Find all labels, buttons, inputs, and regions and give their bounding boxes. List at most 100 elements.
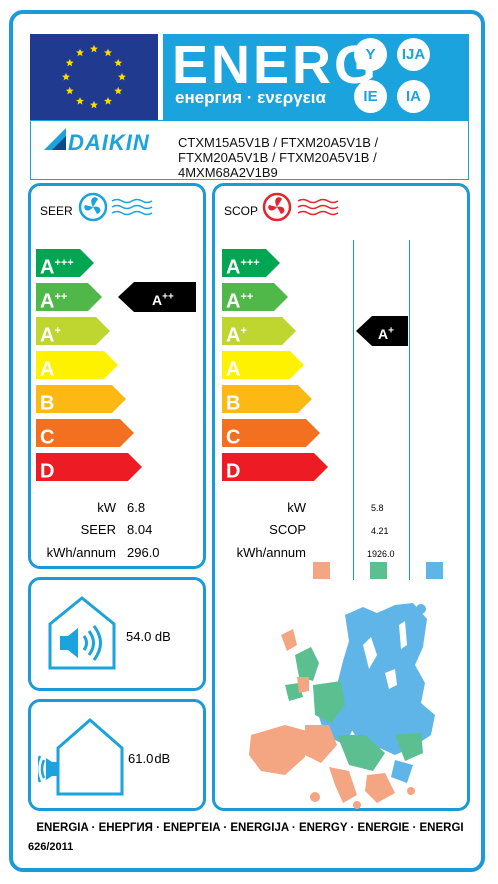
class-arrow-tip-icon	[96, 317, 110, 345]
lang-suffix-y: Y	[354, 38, 387, 71]
footer-languages: ENERGIA · ЕНЕРГИЯ · ENEPΓEIA · ENERGIJA …	[36, 822, 464, 834]
indoor-noise-value: 54.0 dB	[126, 629, 171, 644]
heating-class-label: A+	[222, 317, 282, 347]
eu-star-icon	[76, 48, 84, 57]
class-plus: ++	[240, 291, 254, 303]
zone-warm-swatch	[313, 562, 330, 579]
daikin-logo-icon	[44, 128, 66, 150]
class-arrow-tip-icon	[306, 419, 320, 447]
class-letter: B	[40, 392, 55, 415]
cooling-rating-sup: ++	[162, 291, 174, 302]
outdoor-noise-value: 61.0dB	[128, 751, 170, 766]
heating-class-bar: D	[222, 453, 328, 483]
class-arrow-tip-icon	[88, 283, 102, 311]
model-list: CTXM15A5V1B / FTXM20A5V1B / FTXM20A5V1B …	[178, 135, 448, 180]
lang-suffix-ia: IA	[397, 80, 430, 113]
eu-star-icon	[62, 72, 70, 81]
heating-class-label: A+++	[222, 249, 266, 279]
indoor-noise-panel	[28, 577, 206, 691]
class-arrow-tip-icon	[274, 283, 288, 311]
class-letter: C	[226, 426, 241, 449]
class-letter: A	[40, 290, 55, 313]
heating-class-bar: A++	[222, 283, 288, 313]
cooling-class-label: B	[36, 385, 112, 415]
zone-cold-swatch	[426, 562, 443, 579]
cooling-rating-base: A	[152, 291, 163, 308]
cooling-class-bar: A	[36, 351, 118, 381]
model-line: FTXM20A5V1B / FTXM20A5V1B /	[178, 150, 377, 165]
eu-stars-icon	[62, 44, 126, 109]
cooling-class-label: C	[36, 419, 120, 449]
cooling-class-label: A+++	[36, 249, 80, 279]
lang-suffix-ija: IJA	[397, 38, 430, 71]
heating-class-bar: C	[222, 419, 320, 449]
arrow-tip-icon	[356, 316, 372, 346]
class-arrow-tip-icon	[282, 317, 296, 345]
outdoor-noise-unit: dB	[154, 751, 171, 766]
cool-kw-value: 6.8	[127, 500, 146, 515]
cooling-class-bar: A+	[36, 317, 110, 347]
class-arrow-tip-icon	[112, 385, 126, 413]
class-arrow-tip-icon	[128, 453, 142, 481]
heating-class-label: A	[222, 351, 290, 381]
zone-divider	[409, 240, 410, 580]
class-letter: A	[40, 358, 55, 381]
heating-class-label: B	[222, 385, 298, 415]
class-letter: A	[226, 324, 241, 347]
model-line: CTXM15A5V1B / FTXM20A5V1B /	[178, 135, 379, 150]
heating-fan-icon	[262, 192, 339, 222]
heating-class-bar: B	[222, 385, 312, 415]
class-plus: +	[54, 325, 61, 337]
cooling-class-bar: A++	[36, 283, 102, 313]
eu-star-icon	[118, 72, 126, 81]
regulation-number: 626/2011	[28, 841, 74, 853]
heating-class-label: D	[222, 453, 314, 483]
cooling-class-label: A	[36, 351, 104, 381]
class-plus: +	[240, 325, 247, 337]
cool-energy-value: 296.0	[127, 545, 160, 560]
eu-star-icon	[114, 58, 123, 67]
scop-label: SCOP	[224, 204, 259, 218]
eu-star-icon	[104, 97, 112, 105]
heat-energy-label: kWh/annum	[236, 545, 306, 560]
heating-class-label: C	[222, 419, 306, 449]
eu-star-icon	[76, 97, 84, 105]
eu-star-icon	[104, 48, 112, 57]
class-arrow-tip-icon	[80, 249, 94, 277]
class-plus: +++	[240, 257, 260, 269]
cooling-class-label: A++	[36, 283, 88, 313]
heat-scop-label: SCOP	[269, 522, 306, 537]
label-frame	[9, 10, 485, 872]
class-letter: A	[226, 358, 241, 381]
heating-rating-sup: +	[388, 325, 394, 336]
heating-class-bar: A+	[222, 317, 296, 347]
cool-seer-label: SEER	[80, 522, 116, 537]
class-letter: C	[40, 426, 55, 449]
cool-energy-label: kWh/annum	[46, 545, 116, 560]
class-arrow-tip-icon	[266, 249, 280, 277]
eu-star-icon	[90, 44, 98, 53]
class-arrow-tip-icon	[104, 351, 118, 379]
energy-subtitle: енергия · ενεργεια	[175, 88, 326, 107]
class-arrow-tip-icon	[120, 419, 134, 447]
class-arrow-tip-icon	[314, 453, 328, 481]
outdoor-speaker-icon	[38, 718, 124, 796]
heat-scop-value: 4.21	[371, 526, 389, 536]
energy-title: ENERG	[172, 35, 380, 95]
class-plus: +++	[54, 257, 74, 269]
cooling-class-label: D	[36, 453, 128, 483]
cooling-class-bar: D	[36, 453, 142, 483]
heat-kw-label: kW	[287, 500, 306, 515]
seer-label: SEER	[40, 204, 73, 218]
cooling-class-label: A+	[36, 317, 96, 347]
class-plus: ++	[54, 291, 68, 303]
eu-star-icon	[90, 100, 98, 109]
heat-energy-value: 1926.0	[367, 549, 395, 559]
europe-climate-map	[249, 603, 435, 809]
class-arrow-tip-icon	[290, 351, 304, 379]
class-letter: A	[40, 256, 55, 279]
outdoor-noise-number: 61.0	[128, 751, 154, 766]
brand-name: DAIKIN	[68, 130, 150, 155]
heating-class-label: A++	[222, 283, 274, 313]
cool-seer-value: 8.04	[127, 522, 153, 537]
